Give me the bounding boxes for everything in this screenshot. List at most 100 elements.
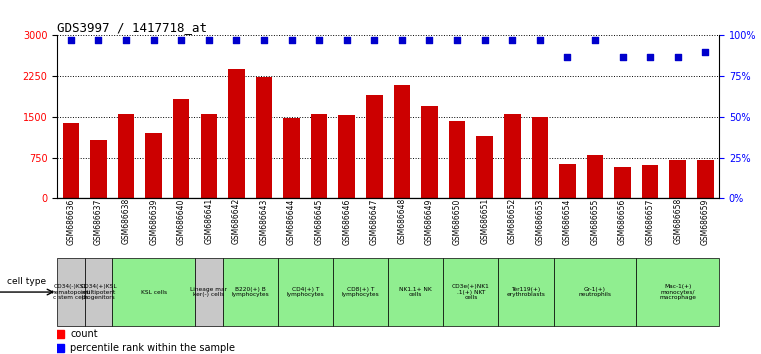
Bar [173, 99, 189, 198]
Text: CD8(+) T
lymphocytes: CD8(+) T lymphocytes [342, 287, 380, 297]
Text: B220(+) B
lymphocytes: B220(+) B lymphocytes [231, 287, 269, 297]
Bar [476, 136, 493, 198]
Bar [697, 160, 714, 198]
Text: Gr-1(+)
neutrophils: Gr-1(+) neutrophils [578, 287, 612, 297]
Text: GSM686654: GSM686654 [563, 198, 572, 245]
Text: GSM686647: GSM686647 [370, 198, 379, 245]
Text: GSM686644: GSM686644 [287, 198, 296, 245]
Point [92, 38, 104, 43]
Point [202, 38, 215, 43]
Point [562, 54, 574, 59]
Text: GSM686638: GSM686638 [122, 198, 131, 245]
Text: NK1.1+ NK
cells: NK1.1+ NK cells [400, 287, 432, 297]
Bar [339, 115, 355, 198]
Text: GSM686648: GSM686648 [397, 198, 406, 245]
Point [533, 38, 546, 43]
Text: GSM686651: GSM686651 [480, 198, 489, 245]
Bar [670, 160, 686, 198]
Point [506, 38, 518, 43]
Point [589, 38, 601, 43]
Text: GSM686645: GSM686645 [314, 198, 323, 245]
Bar [642, 165, 658, 198]
Bar [559, 164, 575, 198]
Text: cell type: cell type [7, 277, 46, 286]
Bar [228, 69, 244, 198]
Text: GSM686657: GSM686657 [645, 198, 654, 245]
Point [341, 38, 353, 43]
Bar [90, 140, 107, 198]
Text: GSM686652: GSM686652 [508, 198, 517, 245]
Text: CD4(+) T
lymphocytes: CD4(+) T lymphocytes [286, 287, 324, 297]
Bar [278, 258, 333, 326]
Text: GSM686649: GSM686649 [425, 198, 434, 245]
Bar [145, 133, 162, 198]
Text: count: count [70, 329, 98, 339]
Bar [498, 258, 553, 326]
Bar [222, 258, 278, 326]
Bar [587, 155, 603, 198]
Text: GSM686643: GSM686643 [260, 198, 269, 245]
Point [65, 38, 77, 43]
Bar [504, 114, 521, 198]
Point [258, 38, 270, 43]
Bar [84, 258, 113, 326]
Point [699, 49, 712, 55]
Bar [200, 114, 217, 198]
Bar [553, 258, 636, 326]
Text: GSM686646: GSM686646 [342, 198, 352, 245]
Text: KSL cells: KSL cells [141, 290, 167, 295]
Point [231, 38, 243, 43]
Bar [393, 85, 410, 198]
Text: GSM686650: GSM686650 [453, 198, 462, 245]
Bar [366, 95, 383, 198]
Bar [62, 123, 79, 198]
Bar [636, 258, 719, 326]
Text: GSM686636: GSM686636 [66, 198, 75, 245]
Text: Ter119(+)
erythroblasts: Ter119(+) erythroblasts [507, 287, 546, 297]
Text: GSM686659: GSM686659 [701, 198, 710, 245]
Bar [256, 77, 272, 198]
Bar [57, 258, 84, 326]
Bar [443, 258, 498, 326]
Text: GSM686640: GSM686640 [177, 198, 186, 245]
Point [396, 38, 408, 43]
Point [616, 54, 629, 59]
Bar [449, 121, 465, 198]
Point [175, 38, 187, 43]
Text: CD3e(+)NK1
.1(+) NKT
cells: CD3e(+)NK1 .1(+) NKT cells [452, 284, 490, 300]
Text: CD34(-)KSL
hematopoieti
c stem cells: CD34(-)KSL hematopoieti c stem cells [51, 284, 91, 300]
Text: GSM686637: GSM686637 [94, 198, 103, 245]
Point [148, 38, 160, 43]
Point [451, 38, 463, 43]
Text: GSM686656: GSM686656 [618, 198, 627, 245]
Point [423, 38, 435, 43]
Bar [283, 119, 300, 198]
Point [479, 38, 491, 43]
Text: GSM686653: GSM686653 [535, 198, 544, 245]
Text: percentile rank within the sample: percentile rank within the sample [70, 343, 235, 353]
Bar [388, 258, 443, 326]
Bar [310, 114, 327, 198]
Bar [614, 167, 631, 198]
Text: CD34(+)KSL
multipotent
progenitors: CD34(+)KSL multipotent progenitors [80, 284, 116, 300]
Bar [195, 258, 222, 326]
Bar [421, 106, 438, 198]
Text: Lineage mar
ker(-) cells: Lineage mar ker(-) cells [190, 287, 228, 297]
Point [368, 38, 380, 43]
Text: GSM686641: GSM686641 [204, 198, 213, 245]
Bar [118, 114, 134, 198]
Bar [531, 118, 548, 198]
Point [644, 54, 656, 59]
Text: GSM686658: GSM686658 [673, 198, 683, 245]
Point [120, 38, 132, 43]
Point [672, 54, 684, 59]
Text: Mac-1(+)
monocytes/
macrophage: Mac-1(+) monocytes/ macrophage [659, 284, 696, 300]
Bar [333, 258, 388, 326]
Bar [113, 258, 195, 326]
Point [313, 38, 325, 43]
Text: GSM686655: GSM686655 [591, 198, 600, 245]
Text: GDS3997 / 1417718_at: GDS3997 / 1417718_at [57, 21, 207, 34]
Text: GSM686642: GSM686642 [232, 198, 241, 245]
Point [285, 38, 298, 43]
Text: GSM686639: GSM686639 [149, 198, 158, 245]
